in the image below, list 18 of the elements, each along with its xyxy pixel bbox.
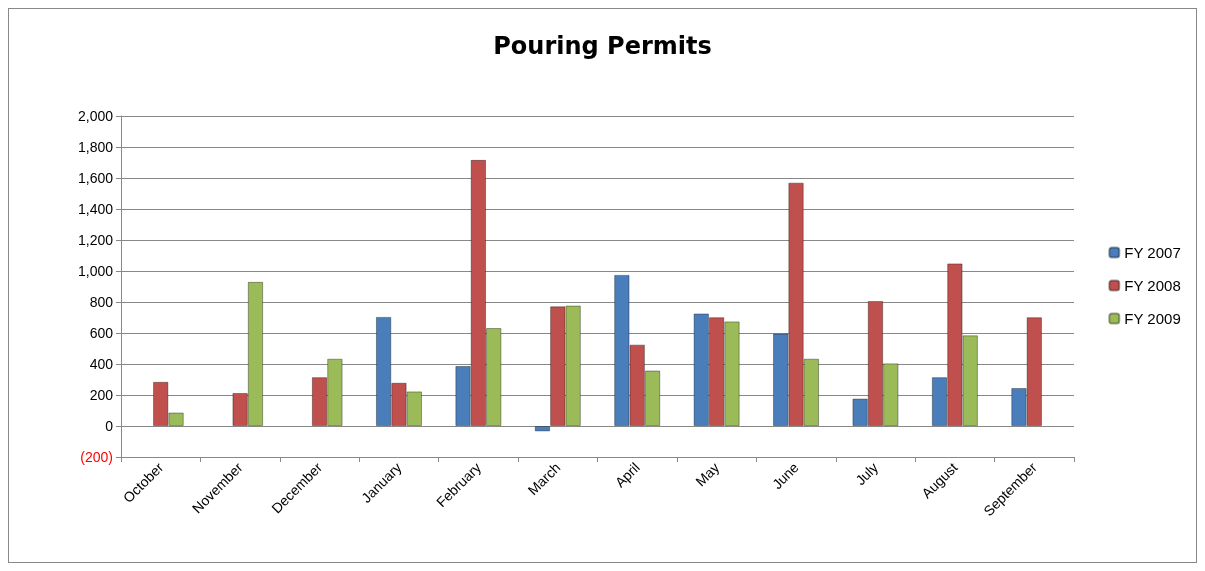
y-tick-label: (200) (80, 449, 113, 465)
legend-label: FY 2008 (1124, 277, 1181, 294)
y-tick-label: 600 (89, 325, 114, 341)
y-tick-label: 1,600 (77, 170, 114, 186)
legend-label: FY 2009 (1124, 310, 1181, 327)
y-tick-label: 400 (89, 356, 114, 372)
y-tick-label: 0 (105, 418, 114, 434)
y-tick-label: 1,800 (77, 139, 114, 155)
chart-title: Pouring Permits (493, 32, 712, 60)
y-tick-label: 1,000 (77, 263, 114, 279)
x-tick-label: July (852, 459, 882, 489)
y-tick-label: 2,000 (77, 108, 114, 124)
legend-label: FY 2007 (1124, 244, 1181, 261)
y-tick-label: 800 (89, 294, 114, 310)
bar (534, 426, 551, 432)
y-tick-label: 1,400 (77, 201, 114, 217)
y-tick-label: 200 (89, 387, 114, 403)
y-tick-label: 1,200 (77, 232, 114, 248)
